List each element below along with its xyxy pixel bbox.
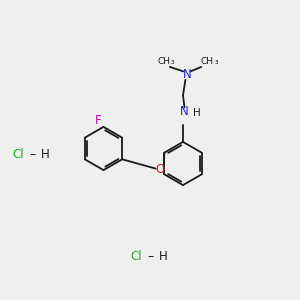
Text: ₃: ₃: [171, 57, 175, 66]
Text: Cl: Cl: [13, 148, 24, 161]
Text: N: N: [180, 105, 189, 119]
Text: H: H: [159, 250, 168, 263]
Text: N: N: [182, 68, 191, 81]
Text: Cl: Cl: [131, 250, 142, 263]
Text: H: H: [41, 148, 50, 161]
Text: –: –: [30, 148, 36, 161]
Text: –: –: [148, 250, 154, 263]
Text: O: O: [155, 163, 164, 176]
Text: CH: CH: [157, 57, 170, 66]
Text: CH: CH: [201, 57, 214, 66]
Text: ₃: ₃: [214, 57, 218, 66]
Text: H: H: [193, 108, 201, 118]
Text: F: F: [95, 114, 101, 127]
